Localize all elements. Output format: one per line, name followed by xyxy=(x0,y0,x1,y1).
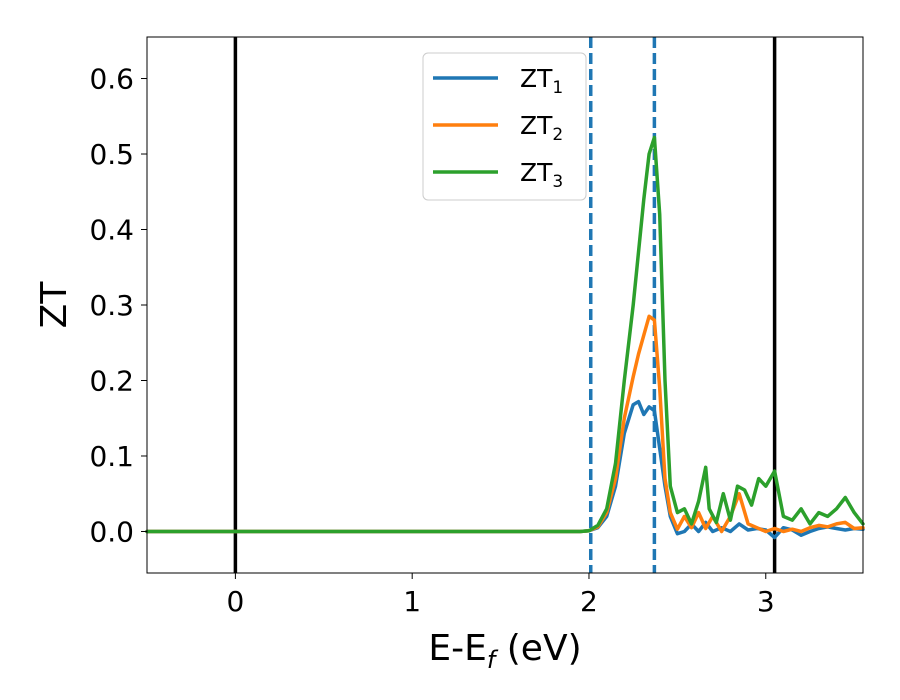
x-axis-label: E-Ef (eV) xyxy=(428,628,581,674)
axes: 0 1 2 3 0.0 0.1 0.2 0.3 0.4 0.5 0.6 xyxy=(89,36,864,618)
y-tick-label: 0.2 xyxy=(89,364,134,397)
legend: ZT1 ZT2 ZT3 xyxy=(422,52,587,201)
legend-box xyxy=(422,52,587,201)
y-tick-label: 0.5 xyxy=(89,138,134,171)
y-tick-label: 0.0 xyxy=(89,515,134,548)
legend-label-2: ZT2 xyxy=(520,111,563,145)
series-line-1 xyxy=(145,399,865,540)
legend-label-1: ZT1 xyxy=(520,64,563,98)
y-tick-label: 0.1 xyxy=(89,440,134,473)
series-line-3 xyxy=(145,135,865,534)
y-tick-label: 0.4 xyxy=(89,214,134,247)
x-tick-label: 3 xyxy=(757,585,775,618)
y-axis-label: ZT xyxy=(34,281,75,329)
x-tick-label: 0 xyxy=(226,585,244,618)
reference-lines xyxy=(233,37,777,573)
x-tick-label: 1 xyxy=(403,585,421,618)
series-line-2 xyxy=(145,314,865,534)
y-tick-label: 0.6 xyxy=(89,63,134,96)
x-tick-label: 2 xyxy=(580,585,598,618)
y-tick-label: 0.3 xyxy=(89,289,134,322)
legend-label-3: ZT3 xyxy=(520,158,563,192)
series-lines xyxy=(145,135,865,540)
